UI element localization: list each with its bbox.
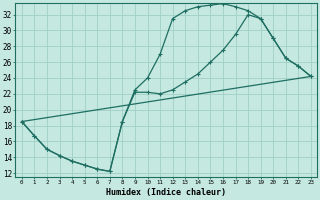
X-axis label: Humidex (Indice chaleur): Humidex (Indice chaleur) (106, 188, 226, 197)
